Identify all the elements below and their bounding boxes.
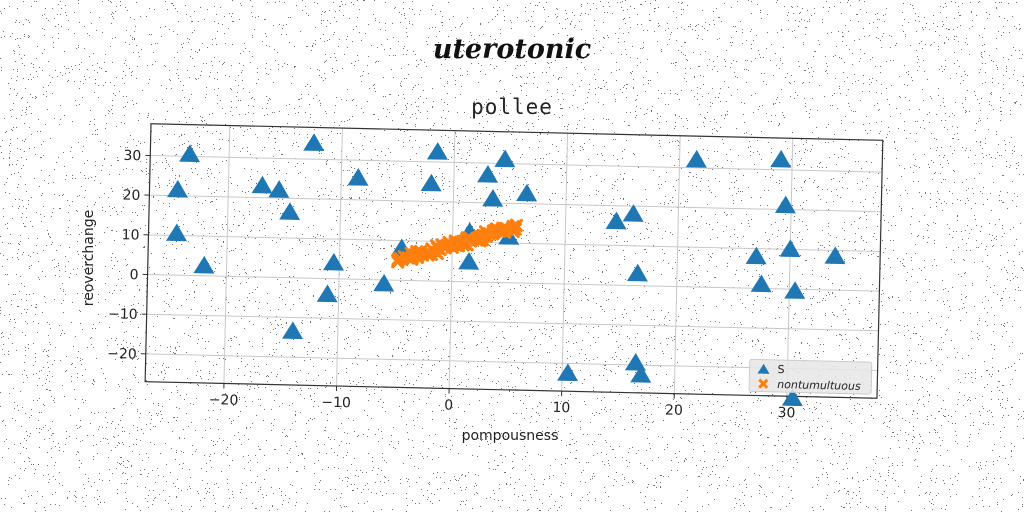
data-point-triangle bbox=[781, 388, 803, 407]
data-point-triangle bbox=[557, 363, 579, 382]
data-marks bbox=[166, 133, 846, 407]
data-point-triangle bbox=[784, 281, 806, 299]
y-tick-label: 30 bbox=[123, 148, 141, 164]
data-point-triangle bbox=[482, 188, 504, 207]
y-tick-label: 10 bbox=[121, 227, 139, 243]
data-point-triangle bbox=[166, 179, 188, 198]
data-point-triangle bbox=[774, 195, 796, 214]
grid bbox=[145, 125, 883, 397]
data-point-triangle bbox=[458, 251, 480, 270]
data-point-triangle bbox=[605, 211, 627, 230]
legend-marker-s bbox=[757, 363, 770, 374]
data-point-triangle bbox=[166, 223, 187, 242]
data-point-triangle bbox=[750, 274, 772, 293]
data-point-triangle bbox=[347, 168, 369, 186]
data-point-triangle bbox=[268, 180, 290, 198]
tick-labels: −20 −10 0 10 20 30 −20 −10 0 10 20 30 bbox=[107, 148, 796, 422]
data-point-triangle bbox=[373, 273, 395, 292]
data-point-x bbox=[509, 218, 524, 232]
data-point-triangle bbox=[477, 165, 499, 183]
x-tick-label: 10 bbox=[552, 400, 570, 416]
data-point-x bbox=[410, 245, 424, 259]
data-point-triangle bbox=[770, 149, 792, 168]
data-point-triangle bbox=[303, 133, 325, 152]
x-tick-label: 0 bbox=[444, 397, 453, 413]
data-point-triangle bbox=[426, 142, 448, 160]
data-point-triangle bbox=[323, 252, 345, 271]
y-tick-label: 20 bbox=[122, 188, 140, 204]
data-point-triangle bbox=[630, 365, 652, 383]
data-point-triangle bbox=[779, 239, 801, 258]
data-point-triangle bbox=[316, 284, 338, 303]
x-tick-label: −20 bbox=[209, 392, 239, 409]
data-point-triangle bbox=[622, 204, 644, 222]
y-axis-label: reoverchange bbox=[81, 210, 97, 307]
data-point-triangle bbox=[282, 321, 304, 340]
x-tick-label: −10 bbox=[321, 395, 351, 412]
y-tick-label: −10 bbox=[108, 306, 138, 323]
legend-label-nontumultuous: nontumultuous bbox=[777, 378, 861, 393]
y-tick-label: 0 bbox=[129, 267, 138, 283]
plot-frame bbox=[144, 123, 884, 399]
x-axis-label: pompousness bbox=[462, 428, 559, 444]
data-point-triangle bbox=[179, 144, 201, 163]
legend-marker-nontumultuous bbox=[758, 378, 769, 389]
y-tick-label: −20 bbox=[107, 346, 137, 363]
data-point-triangle bbox=[251, 175, 273, 194]
data-point-triangle bbox=[745, 246, 767, 265]
data-point-triangle bbox=[193, 255, 215, 274]
data-point-triangle bbox=[685, 149, 707, 168]
legend-label-s: S bbox=[777, 363, 784, 376]
x-tick-label: 20 bbox=[665, 402, 683, 418]
figure-suptitle: uterotonic bbox=[432, 34, 592, 65]
chart-title: pollee bbox=[471, 95, 553, 119]
data-point-triangle bbox=[824, 246, 846, 265]
data-point-triangle bbox=[516, 183, 538, 202]
data-point-triangle bbox=[420, 173, 442, 192]
data-point-triangle bbox=[624, 353, 646, 371]
data-point-triangle bbox=[279, 202, 301, 220]
data-point-triangle bbox=[626, 263, 648, 282]
data-point-triangle bbox=[494, 149, 516, 168]
x-tick-label: 30 bbox=[777, 405, 795, 421]
